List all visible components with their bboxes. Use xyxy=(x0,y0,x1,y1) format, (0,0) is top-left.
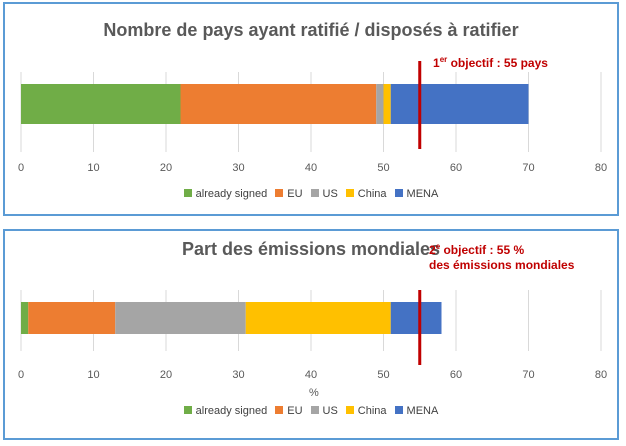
legend-label: US xyxy=(322,405,338,417)
objective-label: 2e objectif : 55 % des émissions mondiale… xyxy=(429,242,575,272)
chart-title: Part des émissions mondiales xyxy=(181,239,441,259)
legend-item: already signed xyxy=(183,188,268,200)
legend-label: China xyxy=(357,188,387,200)
legend-item: MENA xyxy=(394,405,439,417)
bar-segment-eu xyxy=(180,84,377,124)
bar-segment-us xyxy=(376,84,384,124)
legend-label: EU xyxy=(287,188,303,200)
tick-label: 60 xyxy=(450,162,462,174)
legend-label: MENA xyxy=(406,188,439,200)
bar-segment-already-signed xyxy=(21,84,181,124)
tick-label: 0 xyxy=(18,369,24,381)
legend-swatch xyxy=(183,189,192,197)
tick-label: 50 xyxy=(377,369,389,381)
objective-label: 1er objectif : 55 pays xyxy=(433,55,548,70)
legend-label: US xyxy=(322,188,338,200)
legend-swatch xyxy=(345,189,354,197)
bar-segment-mena xyxy=(390,302,442,334)
legend-label: MENA xyxy=(406,405,439,417)
bar-segment-china xyxy=(383,84,391,124)
tick-label: 20 xyxy=(160,162,172,174)
tick-label: 70 xyxy=(522,369,534,381)
x-axis-label: % xyxy=(309,387,319,399)
tick-label: 70 xyxy=(522,162,534,174)
chart-panel-countries: Nombre de pays ayant ratifié / disposés … xyxy=(3,2,619,216)
tick-label: 80 xyxy=(595,162,607,174)
legend-swatch xyxy=(183,406,192,414)
legend-swatch xyxy=(310,406,319,414)
legend-item: US xyxy=(310,405,338,417)
legend-item: US xyxy=(310,188,338,200)
legend-label: EU xyxy=(287,405,303,417)
legend-swatch xyxy=(275,189,284,197)
legend-label: already signed xyxy=(195,405,268,417)
legend-item: already signed xyxy=(183,405,268,417)
tick-label: 40 xyxy=(305,369,317,381)
tick-label: 30 xyxy=(232,162,244,174)
chart-title: Nombre de pays ayant ratifié / disposés … xyxy=(103,20,519,40)
bar-segment-already-signed xyxy=(21,302,29,334)
tick-label: 10 xyxy=(87,162,99,174)
chart-legend: already signed EU US China MENA xyxy=(5,405,617,417)
bar-segment-china xyxy=(245,302,391,334)
chart-plot-countries: 0 10 20 30 40 50 60 70 80 xyxy=(18,61,607,174)
bar-segment-mena xyxy=(390,84,529,124)
chart-legend: already signed EU US China MENA xyxy=(5,188,617,200)
legend-swatch xyxy=(394,189,403,197)
legend-item: China xyxy=(345,188,387,200)
tick-label: 10 xyxy=(87,369,99,381)
tick-label: 80 xyxy=(595,369,607,381)
legend-swatch xyxy=(394,406,403,414)
legend-item: EU xyxy=(275,188,303,200)
legend-label: China xyxy=(357,405,387,417)
tick-label: 0 xyxy=(18,162,24,174)
bar-segment-us xyxy=(115,302,246,334)
chart-plot-emissions: 0 10 20 30 40 50 60 70 80 xyxy=(18,290,607,381)
bar-segment-eu xyxy=(28,302,116,334)
legend-swatch xyxy=(275,406,284,414)
tick-label: 20 xyxy=(160,369,172,381)
legend-item: MENA xyxy=(394,188,439,200)
legend-swatch xyxy=(345,406,354,414)
legend-item: China xyxy=(345,405,387,417)
chart-panel-emissions: Part des émissions mondiales 2e objectif… xyxy=(3,229,619,440)
tick-label: 30 xyxy=(232,369,244,381)
legend-item: EU xyxy=(275,405,303,417)
tick-label: 40 xyxy=(305,162,317,174)
legend-swatch xyxy=(310,189,319,197)
tick-label: 50 xyxy=(377,162,389,174)
tick-label: 60 xyxy=(450,369,462,381)
legend-label: already signed xyxy=(195,188,268,200)
